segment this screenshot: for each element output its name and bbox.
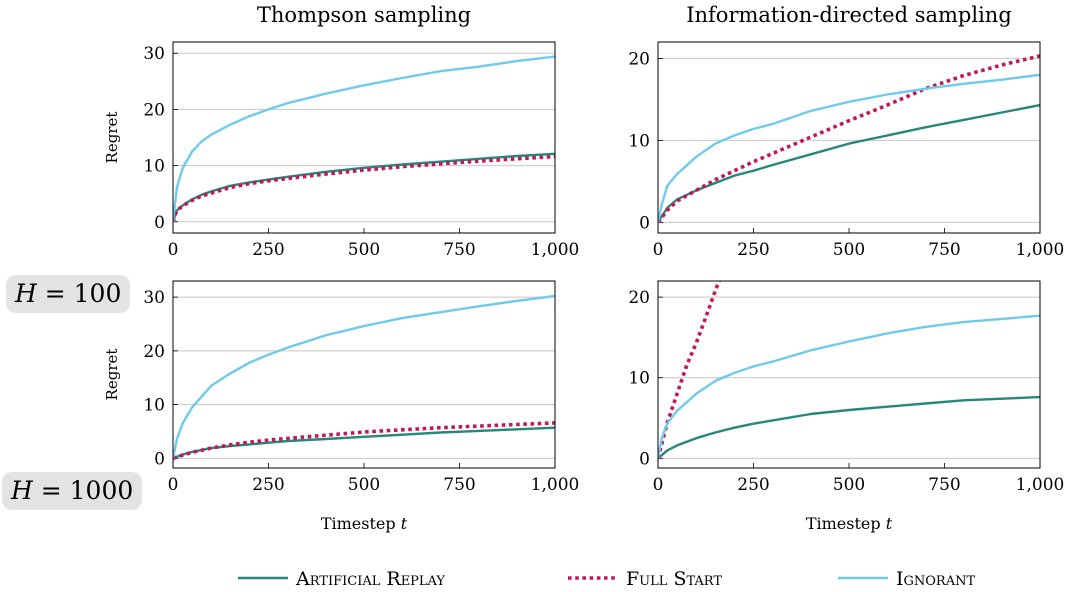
x-tick-label: 1,000 — [531, 475, 580, 495]
x-tick-label: 0 — [653, 240, 664, 260]
x-tick-label: 750 — [928, 475, 960, 495]
x-tick-label: 0 — [653, 475, 664, 495]
x-tick-label: 250 — [252, 475, 284, 495]
x-tick-label: 0 — [168, 475, 179, 495]
y-tick-label: 30 — [143, 44, 165, 64]
y-axis-label: Regret — [103, 349, 121, 401]
axes-frame — [172, 41, 556, 234]
column-title-ids: Information-directed sampling — [686, 3, 1012, 27]
series-line-full-start — [658, 281, 721, 459]
axes-frame — [657, 41, 1041, 234]
row-label-h1000-eq: = — [32, 476, 70, 505]
y-tick-label: 20 — [143, 100, 165, 120]
series-line-full-start — [173, 154, 555, 223]
y-tick-label: 10 — [628, 131, 650, 151]
legend-item-full-start: Full Start — [568, 568, 722, 590]
y-tick-label: 0 — [639, 213, 650, 233]
series-line-full-start — [173, 421, 555, 461]
row-label-h100-val: 100 — [73, 279, 122, 308]
row-label-h100: H = 100 — [6, 275, 131, 313]
x-tick-label: 500 — [833, 475, 865, 495]
chart-panel-2: 0 10 20 0 250 500 750 1,000 — [628, 41, 1065, 260]
y-axis-label: Regret — [103, 112, 121, 164]
x-tick-label: 750 — [443, 475, 475, 495]
chart-panels: 0 10 20 30 0 250 500 750 1,000 Regret 0 10 20 0 250 500… — [103, 41, 1065, 533]
x-tick-label: 750 — [928, 240, 960, 260]
x-tick-label: 250 — [252, 240, 284, 260]
series-line-artificial-replay — [173, 426, 555, 460]
row-label-h1000-var: H — [11, 476, 33, 505]
series-line-ignorant — [658, 314, 1040, 459]
x-tick-label: 0 — [168, 240, 179, 260]
row-label-h1000-val: 1000 — [69, 476, 134, 505]
axes-frame — [657, 280, 1041, 469]
row-label-h1000: H = 1000 — [2, 472, 143, 510]
x-axis-label-var: t — [886, 514, 893, 533]
axes-frame — [172, 280, 556, 469]
row-label-h100-eq: = — [36, 279, 74, 308]
x-tick-label: 1,000 — [1016, 240, 1065, 260]
series-line-artificial-replay — [658, 395, 1040, 460]
x-tick-label: 250 — [737, 475, 769, 495]
series-line-artificial-replay — [658, 103, 1040, 223]
y-tick-label: 30 — [143, 288, 165, 308]
y-tick-label: 20 — [628, 288, 650, 308]
x-axis-label-text: Timestep — [806, 514, 886, 533]
x-tick-label: 750 — [443, 240, 475, 260]
x-axis-label: Timestep t — [321, 514, 408, 533]
series-line-ignorant — [173, 294, 555, 459]
x-axis-label: Timestep t — [806, 514, 893, 533]
x-tick-label: 500 — [348, 475, 380, 495]
series-line-ignorant — [658, 73, 1040, 223]
legend-label: Ignorant — [896, 568, 975, 590]
y-tick-label: 10 — [143, 157, 165, 177]
y-tick-label: 20 — [628, 49, 650, 69]
y-tick-label: 10 — [628, 369, 650, 389]
row-label-h100-var: H — [15, 279, 37, 308]
y-tick-label: 0 — [154, 449, 165, 469]
x-tick-label: 250 — [737, 240, 769, 260]
legend: Artificial Replay Full Start Ignorant — [238, 568, 975, 590]
legend-item-ignorant: Ignorant — [838, 568, 975, 590]
legend-label: Full Start — [626, 568, 722, 590]
series-line-artificial-replay — [173, 152, 555, 223]
column-title-thompson: Thompson sampling — [257, 3, 471, 27]
x-axis-label-text: Timestep — [321, 514, 401, 533]
x-tick-label: 500 — [833, 240, 865, 260]
chart-panel-3: 0 10 20 30 0 250 500 750 1,000 Regret Timestep t — [103, 280, 580, 533]
series-line-ignorant — [173, 55, 555, 222]
y-tick-label: 10 — [143, 396, 165, 416]
y-tick-label: 0 — [639, 449, 650, 469]
legend-label: Artificial Replay — [295, 568, 445, 590]
x-tick-label: 1,000 — [1016, 475, 1065, 495]
chart-panel-1: 0 10 20 30 0 250 500 750 1,000 Regret — [103, 41, 580, 260]
x-tick-label: 1,000 — [531, 240, 580, 260]
chart-panel-4: 0 10 20 0 250 500 750 1,000 Timestep t — [628, 280, 1065, 533]
x-tick-label: 500 — [348, 240, 380, 260]
y-tick-label: 20 — [143, 342, 165, 362]
legend-item-artificial-replay: Artificial Replay — [238, 568, 445, 590]
y-tick-label: 0 — [154, 213, 165, 233]
x-axis-label-var: t — [401, 514, 408, 533]
